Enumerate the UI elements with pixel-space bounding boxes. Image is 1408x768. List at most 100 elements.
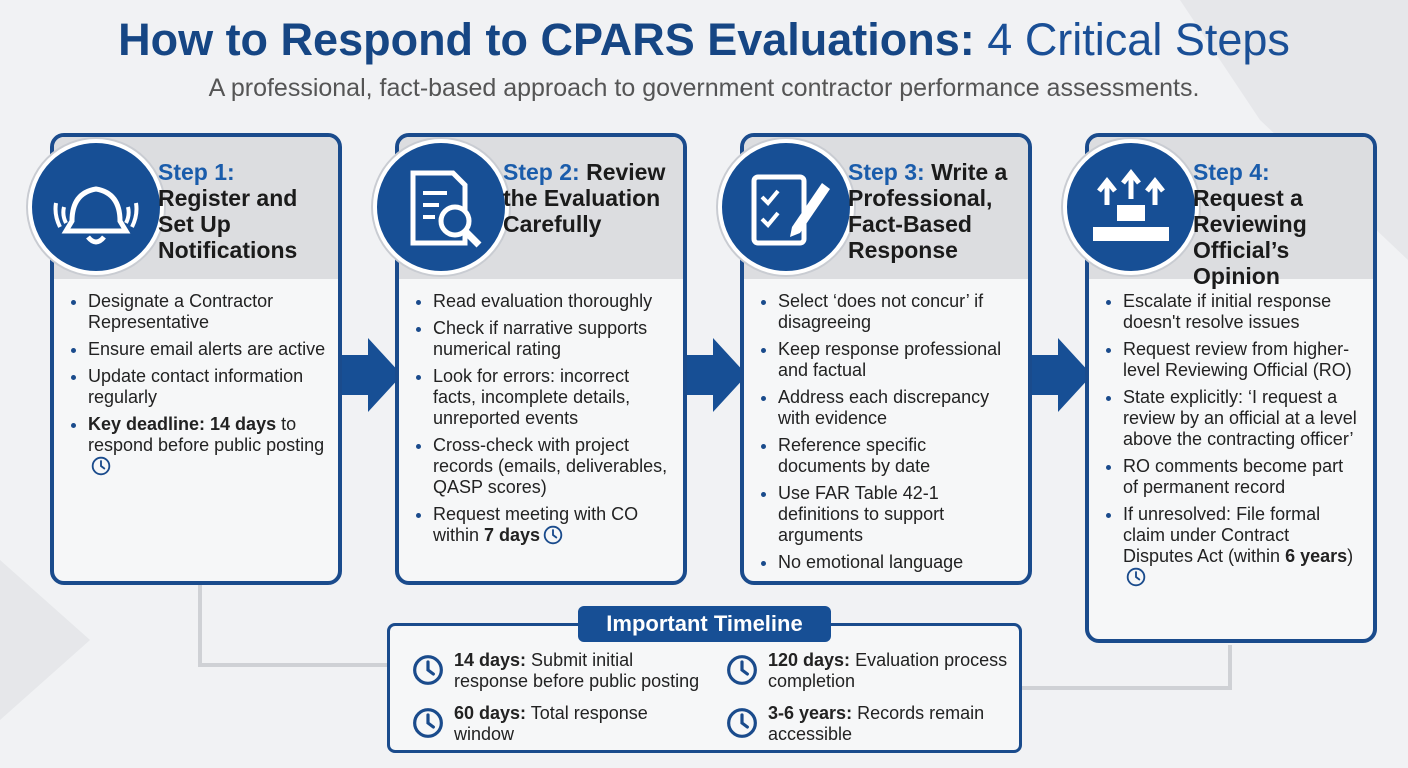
timeline-box	[387, 623, 1022, 753]
step-icon	[373, 139, 509, 275]
clock-icon	[91, 456, 111, 476]
timeline-item: 14 days: Submit initial response before …	[412, 650, 702, 692]
bullet: Look for errors: incorrect facts, incomp…	[433, 366, 673, 429]
title: How to Respond to CPARS Evaluations: 4 C…	[0, 14, 1408, 66]
bullet: Check if narrative supports numerical ra…	[433, 318, 673, 360]
step-name: Register and Set Up Notifications	[158, 185, 298, 263]
step-name: Request a Reviewing Official’s Opinion	[1193, 185, 1307, 289]
timeline-item: 120 days: Evaluation process completion	[726, 650, 1016, 692]
bullet-list: Read evaluation thoroughly Check if narra…	[413, 291, 673, 552]
bullet-text: )	[1347, 546, 1354, 566]
timeline-item: 60 days: Total response window	[412, 703, 702, 745]
bullet: RO comments become part of permanent rec…	[1123, 456, 1363, 498]
step-title: Step 3: Write a Professional, Fact-Based…	[848, 159, 1020, 263]
clock-icon	[543, 525, 563, 545]
bullet: Use FAR Table 42-1 definitions to suppor…	[778, 483, 1018, 546]
step-card: Step 2: Review the Evaluation CarefullyR…	[373, 133, 687, 585]
timeline-text: 120 days: Evaluation process completion	[768, 650, 1016, 692]
step-label: Step 3:	[848, 159, 925, 185]
bullet-text: Designate a Contractor Representative	[88, 291, 274, 332]
bullet-text: Request meeting with CO within	[433, 504, 639, 545]
step-icon	[718, 139, 854, 275]
bullet: Reference specific documents by date	[778, 435, 1018, 477]
bullet: Select ‘does not concur’ if disagreeing	[778, 291, 1018, 333]
clock-icon	[727, 708, 757, 738]
timeline-term: 60 days:	[454, 703, 527, 723]
icon-glyph	[751, 174, 830, 246]
timeline-text: 60 days: Total response window	[454, 703, 702, 745]
bullet-text: Request review from higher-level Reviewi…	[1123, 339, 1352, 380]
step-icon	[28, 139, 164, 275]
bullet: Key deadline: 14 days to respond before …	[88, 414, 328, 477]
subtitle: A professional, fact-based approach to g…	[208, 74, 1200, 102]
icon-glyph	[410, 170, 482, 248]
bullet-text: Keep response professional and factual	[778, 339, 1002, 380]
icon-glyph	[1093, 168, 1169, 241]
bullet-text: RO comments become part of permanent rec…	[1123, 456, 1344, 497]
bullet: If unresolved: File formal claim under C…	[1123, 504, 1363, 588]
bullet-text: Check if narrative supports numerical ra…	[433, 318, 648, 359]
bullet-list: Escalate if initial response doesn't res…	[1103, 291, 1363, 594]
bullet-text: No emotional language	[778, 552, 964, 572]
bullet: Designate a Contractor Representative	[88, 291, 328, 333]
bullet-text: Reference specific documents by date	[778, 435, 931, 476]
clock	[543, 525, 563, 545]
bullet: Cross-check with project records (emails…	[433, 435, 673, 498]
bullet-text: Escalate if initial response doesn't res…	[1123, 291, 1332, 332]
timeline-title: Important Timeline	[578, 606, 831, 642]
step-title: Step 4: Request a Reviewing Official’s O…	[1193, 159, 1365, 289]
clock-icon	[1126, 567, 1146, 587]
bullet-list: Designate a Contractor Representative Ens…	[68, 291, 328, 483]
timeline-item: 3-6 years: Records remain accessible	[726, 703, 1016, 745]
bullet: Update contact information regularly	[88, 366, 328, 408]
timeline-text: 3-6 years: Records remain accessible	[768, 703, 1016, 745]
bullet-text: State explicitly: ‘I request a review by…	[1123, 387, 1357, 449]
clock	[1126, 567, 1146, 587]
step-card: Step 1: Register and Set Up Notification…	[28, 133, 342, 585]
bullet-text: Update contact information regularly	[88, 366, 304, 407]
bullet-text: 6 years	[1285, 546, 1348, 566]
bullet-text: Use FAR Table 42-1 definitions to suppor…	[778, 483, 945, 545]
bullet: No emotional language	[778, 552, 1018, 573]
title-part: How to Respond to CPARS Evaluations:	[118, 14, 975, 65]
timeline-term: 3-6 years:	[768, 703, 853, 723]
timeline-term: 120 days:	[768, 650, 851, 670]
clock-icon	[727, 655, 757, 685]
step-label: Step 4:	[1193, 159, 1270, 185]
bullet: Ensure email alerts are active	[88, 339, 328, 360]
title-part: 4 Critical Steps	[974, 14, 1290, 65]
bullet-text: Address each discrepancy with evidence	[778, 387, 990, 428]
bullet-text: 7 days	[484, 525, 541, 545]
step-title: Step 2: Review the Evaluation Carefully	[503, 159, 675, 237]
clock-icon	[413, 708, 443, 738]
timeline-desc: Total response window	[454, 703, 648, 744]
timeline-text: 14 days: Submit initial response before …	[454, 650, 702, 692]
icon-glyph	[53, 186, 139, 245]
timeline-term: 14 days:	[454, 650, 527, 670]
bullet-text: Ensure email alerts are active	[88, 339, 326, 359]
step-label: Step 1:	[158, 159, 235, 185]
timeline-desc: Submit initial response before public po…	[454, 650, 700, 691]
bullet-list: Select ‘does not concur’ if disagreeing K…	[758, 291, 1018, 579]
bullet: Request meeting with CO within 7 days	[433, 504, 673, 546]
bullet-text: to respond before public posting	[88, 414, 325, 455]
bullet-text: Key deadline: 14 days	[88, 414, 277, 434]
bullet: Address each discrepancy with evidence	[778, 387, 1018, 429]
bullet-text: Cross-check with project records (emails…	[433, 435, 668, 497]
step-name: Review the Evaluation Carefully	[503, 159, 666, 237]
bullet: Keep response professional and factual	[778, 339, 1018, 381]
step-label: Step 2:	[503, 159, 580, 185]
step-name: Write a Professional, Fact-Based Respons…	[848, 159, 1008, 263]
timeline-desc: Evaluation process completion	[768, 650, 1008, 691]
clock-icon	[413, 655, 443, 685]
step-icon	[1063, 139, 1199, 275]
timeline-desc: Records remain accessible	[768, 703, 985, 744]
bullet-text: Look for errors: incorrect facts, incomp…	[433, 366, 631, 428]
bullet: Escalate if initial response doesn't res…	[1123, 291, 1363, 333]
step-card: Step 4: Request a Reviewing Official’s O…	[1063, 133, 1377, 643]
bullet: State explicitly: ‘I request a review by…	[1123, 387, 1363, 450]
bullet-text: Select ‘does not concur’ if disagreeing	[778, 291, 984, 332]
bullet-text: Read evaluation thoroughly	[433, 291, 653, 311]
step-card: Step 3: Write a Professional, Fact-Based…	[718, 133, 1032, 585]
